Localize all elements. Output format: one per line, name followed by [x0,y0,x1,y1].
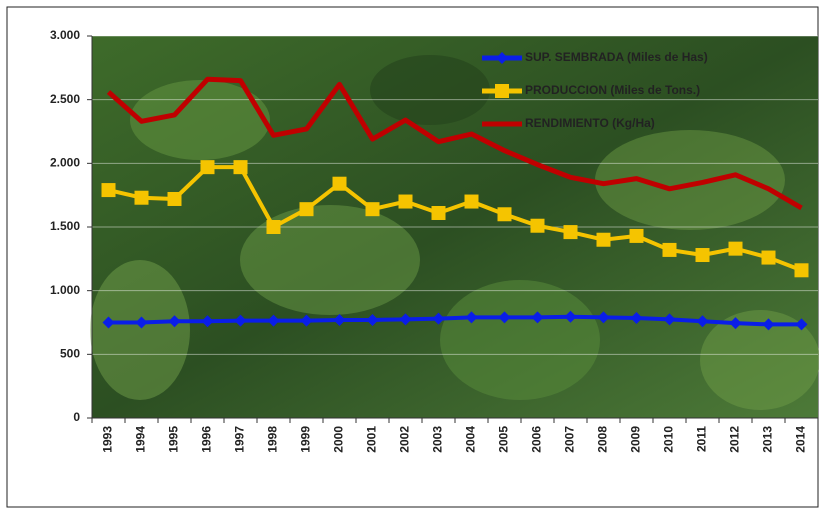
x-tick-label: 2012 [728,426,742,453]
point [102,316,115,329]
point [597,311,610,324]
y-tick-label: 2.000 [50,156,80,170]
point [564,310,577,323]
point [794,263,809,278]
point [663,313,676,326]
point [497,207,512,222]
point [332,176,347,191]
plot: 0 500 1.000 1.500 2.000 2.500 3.000 1993 1994 199… [50,28,818,453]
point [432,312,445,325]
point [496,52,508,64]
point [531,311,544,324]
x-tick-label: 2013 [761,426,775,453]
series-line [108,314,802,327]
point [696,315,709,328]
point [134,190,149,205]
x-tick-label: 1995 [167,426,181,453]
point [168,315,181,328]
point [233,160,248,175]
point [630,312,643,325]
y-tick-label: 2.500 [50,92,80,106]
y-tick-label: 3.000 [50,28,80,42]
point [365,202,380,217]
x-tick-label: 2008 [596,426,610,453]
x-tick-label: 2005 [497,426,511,453]
point [498,311,511,324]
point [431,205,446,220]
point [366,313,379,326]
point [267,314,280,327]
x-tick-label: 1993 [101,426,115,453]
x-tick-label: 2003 [431,426,445,453]
x-tick-label: 2009 [629,426,643,453]
point [101,183,116,198]
x-tick-label: 2002 [398,426,412,453]
series-line [108,165,803,273]
x-tick-label: 2000 [332,426,346,453]
point [563,225,578,240]
legend-label: PRODUCCION (Miles de Tons.) [525,83,700,97]
x-tick-label: 2014 [794,426,808,453]
point [299,202,314,217]
point [530,218,545,233]
legend-label: RENDIMIENTO (Kg/Ha) [525,116,655,130]
point [629,228,644,243]
point [464,194,479,209]
plot-background [90,36,819,418]
y-tick-label: 1.500 [50,219,80,233]
point [465,311,478,324]
point [201,315,214,328]
x-tick-label: 1997 [233,426,247,453]
point [167,191,182,206]
point [761,250,776,265]
y-tick-label: 500 [60,347,80,361]
point [398,194,413,209]
point [596,232,611,247]
x-tick-label: 1999 [299,426,313,453]
x-tick-label: 2001 [365,426,379,453]
x-tick-label: 2007 [563,426,577,453]
x-tick-label: 1996 [200,426,214,453]
point [234,314,247,327]
x-tick-label: 1994 [134,426,148,453]
point [729,317,742,330]
x-tick-label: 2010 [662,426,676,453]
x-tick-label: 1998 [266,426,280,453]
point [728,241,743,256]
x-tick-label: 2004 [464,426,478,453]
x-tick-label: 2011 [695,426,709,452]
point [266,220,281,234]
y-tick-label: 1.000 [50,283,80,297]
point [135,316,148,329]
x-tick-label: 2006 [530,426,544,453]
point [795,318,808,331]
point [695,248,710,263]
point [662,242,677,257]
point [300,314,313,327]
point [200,160,215,175]
y-tick-label: 0 [73,410,80,424]
series-line [106,76,803,211]
point [762,318,775,331]
legend-label: SUP. SEMBRADA (Miles de Has) [525,50,708,64]
point [399,313,412,326]
point [333,313,346,326]
point [495,84,509,98]
